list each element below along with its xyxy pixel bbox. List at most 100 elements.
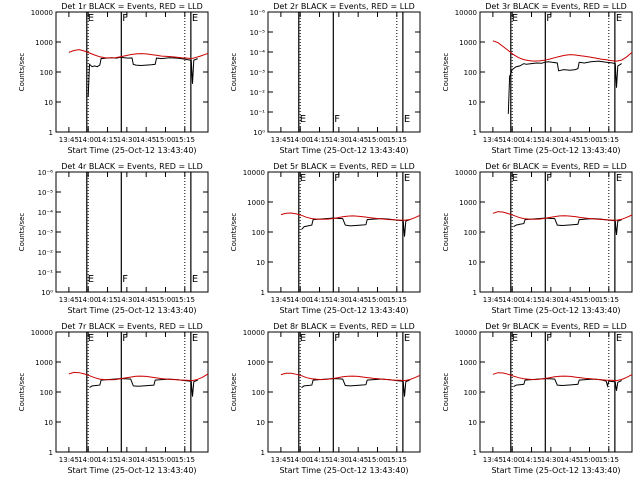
y-tick-label: 1 [49, 129, 53, 137]
y-axis-label: Counts/sec [230, 213, 238, 252]
x-tick-label: 15:15 [387, 456, 407, 464]
x-tick-label: 14:00 [78, 456, 98, 464]
x-tick-label: 14:30 [541, 296, 561, 304]
x-tick-label: 14:45 [136, 456, 156, 464]
x-tick-label: 14:30 [329, 296, 349, 304]
y-axis-label: Counts/sec [18, 373, 26, 412]
y-tick-label: 10 [468, 259, 477, 267]
x-tick-label: 13:45 [271, 296, 291, 304]
x-tick-label: 14:00 [502, 136, 522, 144]
x-tick-label: 14:15 [521, 456, 541, 464]
x-tick-label: 15:00 [579, 296, 599, 304]
x-axis-label: Start Time (25-Oct-12 13:43:40) [491, 306, 620, 315]
y-tick-label: 1000 [459, 199, 477, 207]
event-marker-label: F [334, 333, 340, 344]
event-marker-label: E [88, 274, 94, 285]
x-tick-label: 13:45 [483, 136, 503, 144]
y-tick-label: 10000 [243, 329, 265, 337]
y-tick-label: 10 [256, 259, 265, 267]
y-tick-label: 1 [261, 449, 265, 457]
events-series-line [507, 60, 622, 114]
y-tick-label: 10000 [455, 9, 477, 17]
y-tick-label: 10⁻⁶ [38, 169, 54, 177]
event-marker-label: E [616, 333, 622, 344]
event-marker-label: F [122, 274, 128, 285]
x-tick-label: 14:45 [560, 456, 580, 464]
x-axis-label: Start Time (25-Oct-12 13:43:40) [491, 146, 620, 155]
events-series-line [89, 378, 198, 397]
x-tick-label: 14:15 [97, 456, 117, 464]
panel-title: Det 7r BLACK = Events, RED = LLD [61, 322, 203, 331]
event-marker-label: F [546, 173, 552, 184]
y-tick-label: 10⁻² [38, 249, 54, 257]
event-marker-label: E [404, 114, 410, 125]
panel-7: Det 7r BLACK = Events, RED = LLD Counts/s… [18, 322, 209, 475]
events-series-line [513, 378, 622, 391]
x-tick-label: 15:15 [599, 456, 619, 464]
y-tick-label: 10⁻⁴ [250, 49, 266, 57]
y-tick-label: 1000 [247, 199, 265, 207]
x-tick-label: 15:15 [599, 136, 619, 144]
x-tick-label: 14:45 [136, 136, 156, 144]
events-series-line [513, 217, 622, 235]
y-tick-label: 10 [44, 419, 53, 427]
panel-3: Det 3r BLACK = Events, RED = LLD Counts/s… [442, 2, 633, 155]
y-tick-label: 10000 [243, 169, 265, 177]
y-tick-label: 10000 [31, 9, 53, 17]
x-tick-label: 13:45 [59, 456, 79, 464]
event-marker-label: E [192, 13, 198, 24]
x-tick-label: 14:45 [560, 296, 580, 304]
y-tick-label: 10⁻⁶ [250, 9, 266, 17]
panel-5: Det 5r BLACK = Events, RED = LLD Counts/s… [230, 162, 421, 315]
y-axis-label: Counts/sec [230, 53, 238, 92]
panel-title: Det 3r BLACK = Events, RED = LLD [485, 2, 627, 11]
y-tick-label: 10⁻⁵ [38, 189, 54, 197]
event-marker-label: F [122, 333, 128, 344]
panel-6: Det 6r BLACK = Events, RED = LLD Counts/s… [442, 162, 633, 315]
y-tick-label: 100 [464, 69, 477, 77]
lld-series-line [492, 372, 633, 382]
x-tick-label: 14:45 [348, 296, 368, 304]
x-tick-label: 14:30 [117, 136, 137, 144]
event-marker-label: E [88, 333, 94, 344]
panel-title: Det 6r BLACK = Events, RED = LLD [485, 162, 627, 171]
panel-title: Det 2r BLACK = Events, RED = LLD [273, 2, 415, 11]
y-tick-label: 1000 [35, 359, 53, 367]
event-marker-label: E [616, 173, 622, 184]
panel-title: Det 8r BLACK = Events, RED = LLD [273, 322, 415, 331]
y-tick-label: 10000 [31, 329, 53, 337]
x-tick-label: 14:15 [309, 456, 329, 464]
x-tick-label: 15:15 [387, 296, 407, 304]
x-tick-label: 14:30 [117, 456, 137, 464]
y-tick-label: 10 [44, 99, 53, 107]
event-marker-label: F [546, 13, 552, 24]
y-tick-label: 10000 [455, 329, 477, 337]
x-tick-label: 14:30 [117, 296, 137, 304]
lld-series-line [280, 372, 421, 382]
x-tick-label: 14:00 [290, 456, 310, 464]
x-tick-label: 14:00 [78, 136, 98, 144]
x-tick-label: 14:30 [329, 456, 349, 464]
y-tick-label: 10⁻¹ [250, 109, 266, 117]
x-tick-label: 15:00 [367, 136, 387, 144]
panel-2: Det 2r BLACK = Events, RED = LLD Counts/s… [230, 2, 421, 155]
event-marker-label: E [300, 173, 306, 184]
x-tick-label: 15:00 [367, 456, 387, 464]
x-axis-label: Start Time (25-Oct-12 13:43:40) [67, 466, 196, 475]
event-marker-label: E [192, 333, 198, 344]
x-tick-label: 15:00 [155, 136, 175, 144]
lld-series-line [280, 212, 421, 221]
x-axis-label: Start Time (25-Oct-12 13:43:40) [491, 466, 620, 475]
x-tick-label: 15:00 [155, 296, 175, 304]
x-tick-label: 15:15 [175, 136, 195, 144]
y-tick-label: 1000 [459, 359, 477, 367]
x-tick-label: 13:45 [59, 296, 79, 304]
x-axis-label: Start Time (25-Oct-12 13:43:40) [67, 146, 196, 155]
x-tick-label: 15:00 [579, 456, 599, 464]
x-tick-label: 14:30 [329, 136, 349, 144]
x-tick-label: 15:15 [175, 296, 195, 304]
x-axis-label: Start Time (25-Oct-12 13:43:40) [67, 306, 196, 315]
x-tick-label: 14:00 [290, 296, 310, 304]
panel-1: Det 1r BLACK = Events, RED = LLD Counts/s… [18, 2, 209, 155]
